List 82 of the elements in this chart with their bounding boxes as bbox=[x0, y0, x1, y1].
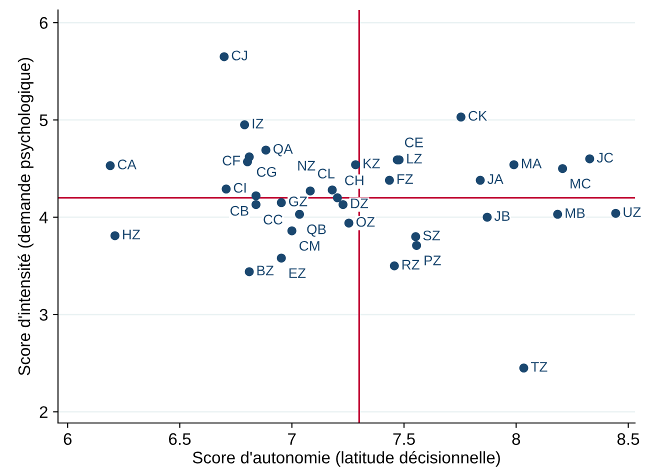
point bbox=[242, 157, 252, 166]
data-label: GZ bbox=[289, 196, 308, 206]
point bbox=[553, 210, 562, 219]
y-tick-label: 2 bbox=[40, 406, 48, 418]
x-tick-label: 7.5 bbox=[393, 433, 415, 445]
point bbox=[519, 364, 528, 373]
point bbox=[412, 240, 422, 250]
point bbox=[390, 261, 399, 270]
data-label: QA bbox=[273, 144, 293, 156]
x-tick-label: 7 bbox=[288, 433, 296, 445]
x-tick-label: 8 bbox=[512, 433, 520, 445]
point bbox=[110, 231, 120, 240]
point bbox=[482, 212, 492, 222]
data-label: CC bbox=[264, 214, 282, 225]
data-label: OZ bbox=[356, 216, 375, 227]
data-label: KZ bbox=[364, 158, 380, 168]
point bbox=[456, 112, 466, 122]
x-tick-label: 6.5 bbox=[169, 433, 191, 445]
data-label: CA bbox=[118, 160, 136, 170]
x-tick-label: 6 bbox=[64, 433, 72, 445]
point bbox=[220, 52, 229, 62]
data-label: PZ bbox=[424, 256, 441, 266]
point bbox=[509, 160, 518, 170]
data-label: HZ bbox=[123, 230, 140, 240]
point bbox=[344, 218, 354, 228]
y-tick-label: 5 bbox=[40, 114, 48, 126]
point bbox=[276, 254, 286, 263]
data-label: LZ bbox=[407, 154, 422, 164]
data-label: FZ bbox=[398, 174, 413, 184]
data-label: MC bbox=[570, 178, 591, 189]
data-label: CH bbox=[345, 175, 364, 186]
data-label: UZ bbox=[624, 207, 641, 218]
data-label: JA bbox=[487, 174, 504, 184]
y-tick-label: 3 bbox=[40, 308, 48, 321]
point bbox=[244, 267, 254, 276]
point bbox=[240, 120, 250, 130]
y-tick-label: 6 bbox=[40, 17, 48, 29]
data-label: CE bbox=[404, 138, 423, 148]
point bbox=[252, 200, 261, 210]
point bbox=[558, 164, 568, 174]
data-label: JC bbox=[596, 152, 614, 163]
data-label: CJ bbox=[232, 50, 248, 60]
point bbox=[295, 210, 304, 219]
data-label: TZ bbox=[531, 362, 548, 372]
point bbox=[252, 191, 261, 200]
data-label: MA bbox=[522, 158, 542, 168]
data-label: JB bbox=[494, 211, 510, 221]
x-axis-title: Score d'autonomie (latitude décisionnelle) bbox=[192, 451, 500, 467]
data-label: NZ bbox=[298, 160, 316, 170]
x-tick-label: 8.5 bbox=[617, 433, 640, 445]
data-label: CL bbox=[318, 168, 335, 178]
point bbox=[306, 186, 315, 196]
data-label: MB bbox=[566, 208, 585, 218]
data-label: CB bbox=[230, 206, 248, 216]
data-label: QB bbox=[307, 224, 326, 237]
data-label: BZ bbox=[257, 266, 274, 276]
point bbox=[384, 176, 394, 185]
data-label: DZ bbox=[351, 198, 368, 208]
point bbox=[411, 232, 420, 242]
point bbox=[287, 226, 296, 236]
point bbox=[328, 185, 337, 194]
data-label: SZ bbox=[423, 230, 440, 240]
point bbox=[611, 208, 620, 218]
point bbox=[106, 161, 115, 170]
data-label: CK bbox=[468, 110, 488, 121]
point bbox=[222, 184, 231, 194]
data-label: CG bbox=[256, 167, 276, 177]
y-axis-title: Score d'intensité (demande psychologique) bbox=[18, 58, 34, 376]
point bbox=[338, 200, 348, 210]
point bbox=[585, 154, 594, 164]
point bbox=[261, 146, 270, 155]
point bbox=[332, 193, 342, 202]
point bbox=[276, 198, 286, 208]
data-label: EZ bbox=[289, 268, 306, 278]
point bbox=[476, 176, 485, 185]
y-tick-label: 4 bbox=[39, 212, 48, 224]
data-label: IZ bbox=[252, 118, 264, 128]
data-label: RZ bbox=[402, 260, 420, 270]
data-label: CF bbox=[222, 156, 240, 166]
data-label: CM bbox=[300, 240, 320, 251]
data-label: CI bbox=[234, 182, 246, 193]
point bbox=[351, 160, 360, 170]
